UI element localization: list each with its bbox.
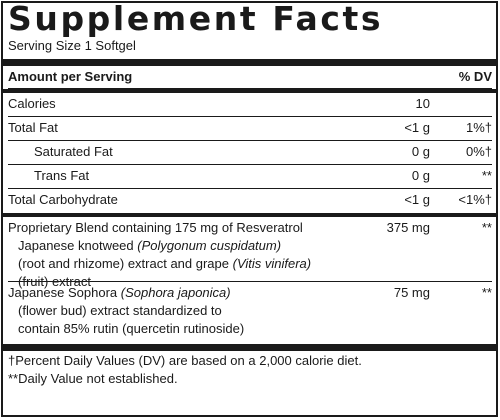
blend-latin-name: (Vitis vinifera) xyxy=(232,256,312,271)
footnote-not-established: **Daily Value not established. xyxy=(8,371,178,386)
nutrient-row-calories: Calories 10 xyxy=(8,93,492,117)
blend-line: (root and rhizome) extract and grape (Vi… xyxy=(8,255,368,273)
nutrient-amount: 10 xyxy=(415,96,430,111)
nutrient-row-trans-fat: Trans Fat 0 g ** xyxy=(8,165,492,189)
serving-size: Serving Size 1 Softgel xyxy=(8,38,136,53)
nutrient-amount: 0 g xyxy=(411,168,430,183)
sophora-line: contain 85% rutin (quercetin rutinoside) xyxy=(18,321,245,336)
nutrient-name: Total Fat xyxy=(8,120,58,135)
nutrient-name: Calories xyxy=(8,96,56,111)
nutrient-dv: 1%† xyxy=(465,120,492,135)
header-row: Amount per Serving % DV xyxy=(8,66,492,89)
blend-line: (fruit) extract xyxy=(18,274,91,289)
sophora-amount: 75 mg xyxy=(393,285,430,300)
blend-amount: 375 mg xyxy=(386,220,430,235)
divider-thick xyxy=(3,344,496,351)
proprietary-blend-row: Proprietary Blend containing 175 mg of R… xyxy=(8,217,492,289)
sophora-line: Japanese Sophora (Sophora japonica) xyxy=(8,284,368,302)
blend-latin-name: (Polygonum cuspidatum) xyxy=(137,238,282,253)
blend-line: Proprietary Blend containing 175 mg of R… xyxy=(8,220,303,235)
blend-line: Japanese knotweed (Polygonum cuspidatum) xyxy=(8,237,368,255)
footnote-dv: †Percent Daily Values (DV) are based on … xyxy=(8,353,362,368)
nutrient-name: Saturated Fat xyxy=(34,144,113,159)
nutrient-name: Total Carbohydrate xyxy=(8,192,118,207)
divider-medium xyxy=(3,89,496,93)
amount-per-serving-label: Amount per Serving xyxy=(8,69,133,84)
footnotes: †Percent Daily Values (DV) are based on … xyxy=(8,351,492,388)
nutrient-name: Trans Fat xyxy=(34,168,90,183)
panel-title: Supplement Facts xyxy=(8,0,384,38)
nutrient-amount: <1 g xyxy=(404,120,430,135)
blend-dv: ** xyxy=(481,220,492,235)
sophora-line: (flower bud) extract standardized to xyxy=(18,303,222,318)
sophora-latin-name: (Sophora japonica) xyxy=(120,285,231,300)
blend-description: Proprietary Blend containing 175 mg of R… xyxy=(8,219,368,291)
sophora-dv: ** xyxy=(481,285,492,300)
nutrient-row-total-carbohydrate: Total Carbohydrate <1 g <1%† xyxy=(8,189,492,213)
nutrient-amount: 0 g xyxy=(411,144,430,159)
sophora-row: Japanese Sophora (Sophora japonica) (flo… xyxy=(8,282,492,344)
nutrient-row-total-fat: Total Fat <1 g 1%† xyxy=(8,117,492,141)
nutrient-dv: 0%† xyxy=(465,144,492,159)
divider-thick xyxy=(3,59,496,66)
nutrient-row-saturated-fat: Saturated Fat 0 g 0%† xyxy=(8,141,492,165)
nutrient-dv: <1%† xyxy=(458,192,492,207)
sophora-text: Japanese Sophora xyxy=(8,285,121,300)
nutrient-dv: ** xyxy=(481,168,492,183)
blend-text: (root and rhizome) extract and grape xyxy=(18,256,233,271)
divider-medium xyxy=(3,213,496,217)
sophora-description: Japanese Sophora (Sophora japonica) (flo… xyxy=(8,284,368,338)
blend-text: Japanese knotweed xyxy=(18,238,138,253)
nutrient-amount: <1 g xyxy=(404,192,430,207)
dv-label: % DV xyxy=(458,69,492,84)
